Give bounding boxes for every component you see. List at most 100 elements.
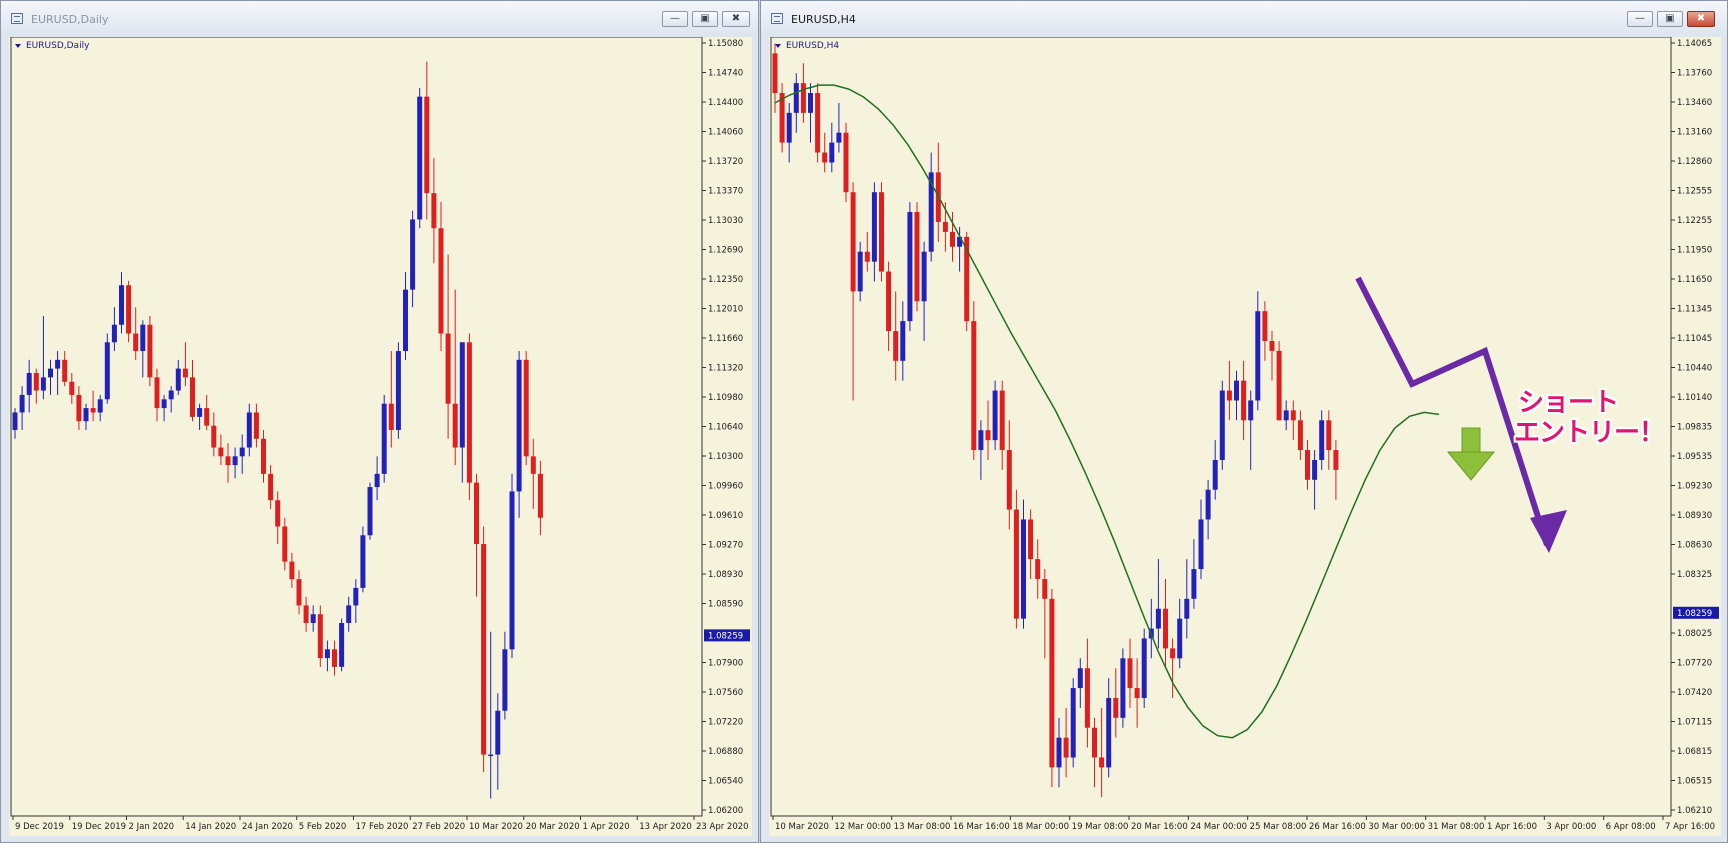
current-price-badge [1673, 606, 1719, 619]
candle-body [793, 83, 799, 113]
candle-body [1013, 509, 1019, 619]
candle-body [246, 412, 252, 448]
candle-body [289, 561, 295, 580]
daily-chart-area[interactable]: 1.15080 1.14740 1.14400 1.14060 1.13720 1.133… [9, 37, 752, 836]
candle-body [459, 342, 465, 448]
y-tick-label: 1.14060 [708, 128, 743, 138]
candle-body [410, 219, 416, 290]
y-tick-label: 1.10440 [1677, 364, 1712, 374]
candle-body [1021, 519, 1026, 619]
current-price-badge [704, 629, 750, 642]
h4-window-titlebar[interactable]: EURUSD,H4 — ▣ ✖ [761, 1, 1727, 37]
x-tick-label: 19 Mar 08:00 [1072, 822, 1129, 832]
h4-symbol-label[interactable]: EURUSD,H4 [775, 41, 839, 51]
y-tick-label: 1.12010 [708, 305, 743, 315]
x-tick-label: 19 Dec 2019 [72, 822, 126, 832]
x-tick-label: 24 Jan 2020 [242, 822, 293, 832]
y-tick-label: 1.13720 [708, 157, 743, 167]
y-tick-label: 1.08325 [1677, 570, 1712, 580]
candle-body [530, 456, 536, 474]
candle-body [317, 614, 323, 659]
y-tick-label: 1.06540 [708, 777, 743, 787]
candle-body [1127, 658, 1133, 689]
y-tick-label: 1.14065 [1677, 39, 1712, 49]
candle-body [253, 412, 259, 439]
maximize-icon[interactable]: ▣ [1657, 11, 1683, 27]
candle-body [1305, 450, 1310, 480]
y-tick-label: 1.13460 [1677, 98, 1712, 108]
y-tick-label: 1.07420 [1677, 688, 1712, 698]
y-tick-label: 1.07900 [708, 659, 743, 669]
minimize-icon[interactable]: — [662, 11, 688, 27]
y-tick-label: 1.12350 [708, 275, 743, 285]
candle-body [1333, 450, 1339, 470]
candle-body [1226, 390, 1232, 401]
daily-chart-window[interactable]: EURUSD,Daily — ▣ ✖ 1.15080 1.14740 1.14400… [0, 0, 759, 843]
candle-body [381, 403, 387, 474]
daily-window-titlebar[interactable]: EURUSD,Daily — ▣ ✖ [1, 1, 758, 37]
candle-body [175, 368, 181, 391]
candle-body [1077, 668, 1083, 689]
candle-body [779, 93, 785, 143]
candle-body [829, 142, 835, 163]
candle-body [218, 447, 224, 457]
candle-body [786, 112, 792, 143]
y-tick-label: 1.06515 [1677, 777, 1712, 787]
h4-chart-area[interactable]: 1.14065 1.13760 1.13460 1.13160 1.12860 1.125… [769, 37, 1721, 836]
minimize-icon[interactable]: — [1627, 11, 1653, 27]
y-tick-label: 1.11950 [1677, 246, 1712, 256]
y-tick-label: 1.11320 [708, 364, 743, 374]
x-tick-label: 6 Apr 08:00 [1606, 822, 1656, 832]
moving-average-line [774, 84, 1440, 739]
candle-body [1042, 578, 1048, 599]
x-tick-label: 30 Mar 00:00 [1368, 822, 1425, 832]
candle-body [452, 403, 458, 448]
daily-window-title: EURUSD,Daily [31, 13, 109, 26]
candle-body [985, 430, 991, 441]
candle-body [1184, 598, 1190, 619]
candle-body [1063, 737, 1069, 758]
y-tick-label: 1.08930 [708, 570, 743, 580]
candle-body [133, 333, 139, 352]
candle-body [1155, 608, 1161, 629]
x-tick-label: 1 Apr 16:00 [1487, 822, 1537, 832]
candle-body [26, 372, 32, 395]
x-tick-label: 16 Mar 16:00 [953, 822, 1010, 832]
candle-body [182, 368, 188, 378]
x-tick-label: 18 Mar 00:00 [1012, 822, 1069, 832]
y-tick-label: 1.06815 [1677, 747, 1712, 757]
candle-body [76, 394, 82, 422]
candle-body [353, 587, 359, 606]
candle-body [1191, 569, 1197, 599]
y-tick-label: 1.12860 [1677, 157, 1712, 167]
daily-symbol-label[interactable]: EURUSD,Daily [15, 41, 89, 51]
candle-body [921, 251, 927, 302]
y-tick-label: 1.10300 [708, 452, 743, 462]
maximize-icon[interactable]: ▣ [692, 11, 718, 27]
candle-body [1248, 400, 1254, 421]
candle-body [1170, 648, 1176, 659]
close-icon[interactable]: ✖ [722, 11, 750, 27]
candle-body [772, 53, 778, 94]
y-tick-label: 1.14740 [708, 69, 743, 79]
close-icon[interactable]: ✖ [1687, 11, 1715, 27]
y-tick-label: 1.07115 [1677, 718, 1712, 728]
candle-body [232, 456, 238, 466]
y-tick-label: 1.11045 [1677, 334, 1712, 344]
candle-body [1120, 658, 1126, 718]
candle-body [1312, 459, 1318, 480]
x-tick-label: 25 Mar 08:00 [1250, 822, 1307, 832]
candle-body [1163, 608, 1168, 649]
candle-body [523, 359, 529, 457]
y-tick-label: 1.12690 [708, 246, 743, 256]
candle-body [346, 605, 352, 624]
candle-body [33, 372, 39, 391]
candle-body [1028, 519, 1034, 560]
candle-body [1141, 638, 1147, 698]
candle-body [843, 132, 849, 193]
candle-body [445, 333, 451, 404]
h4-candlestick-chart[interactable]: 1.14065 1.13760 1.13460 1.13160 1.12860 1.125… [769, 37, 1721, 836]
x-tick-label: 2 Jan 2020 [129, 822, 175, 832]
candle-body [971, 321, 977, 451]
daily-candlestick-chart[interactable]: 1.15080 1.14740 1.14400 1.14060 1.13720 1.133… [9, 37, 752, 836]
